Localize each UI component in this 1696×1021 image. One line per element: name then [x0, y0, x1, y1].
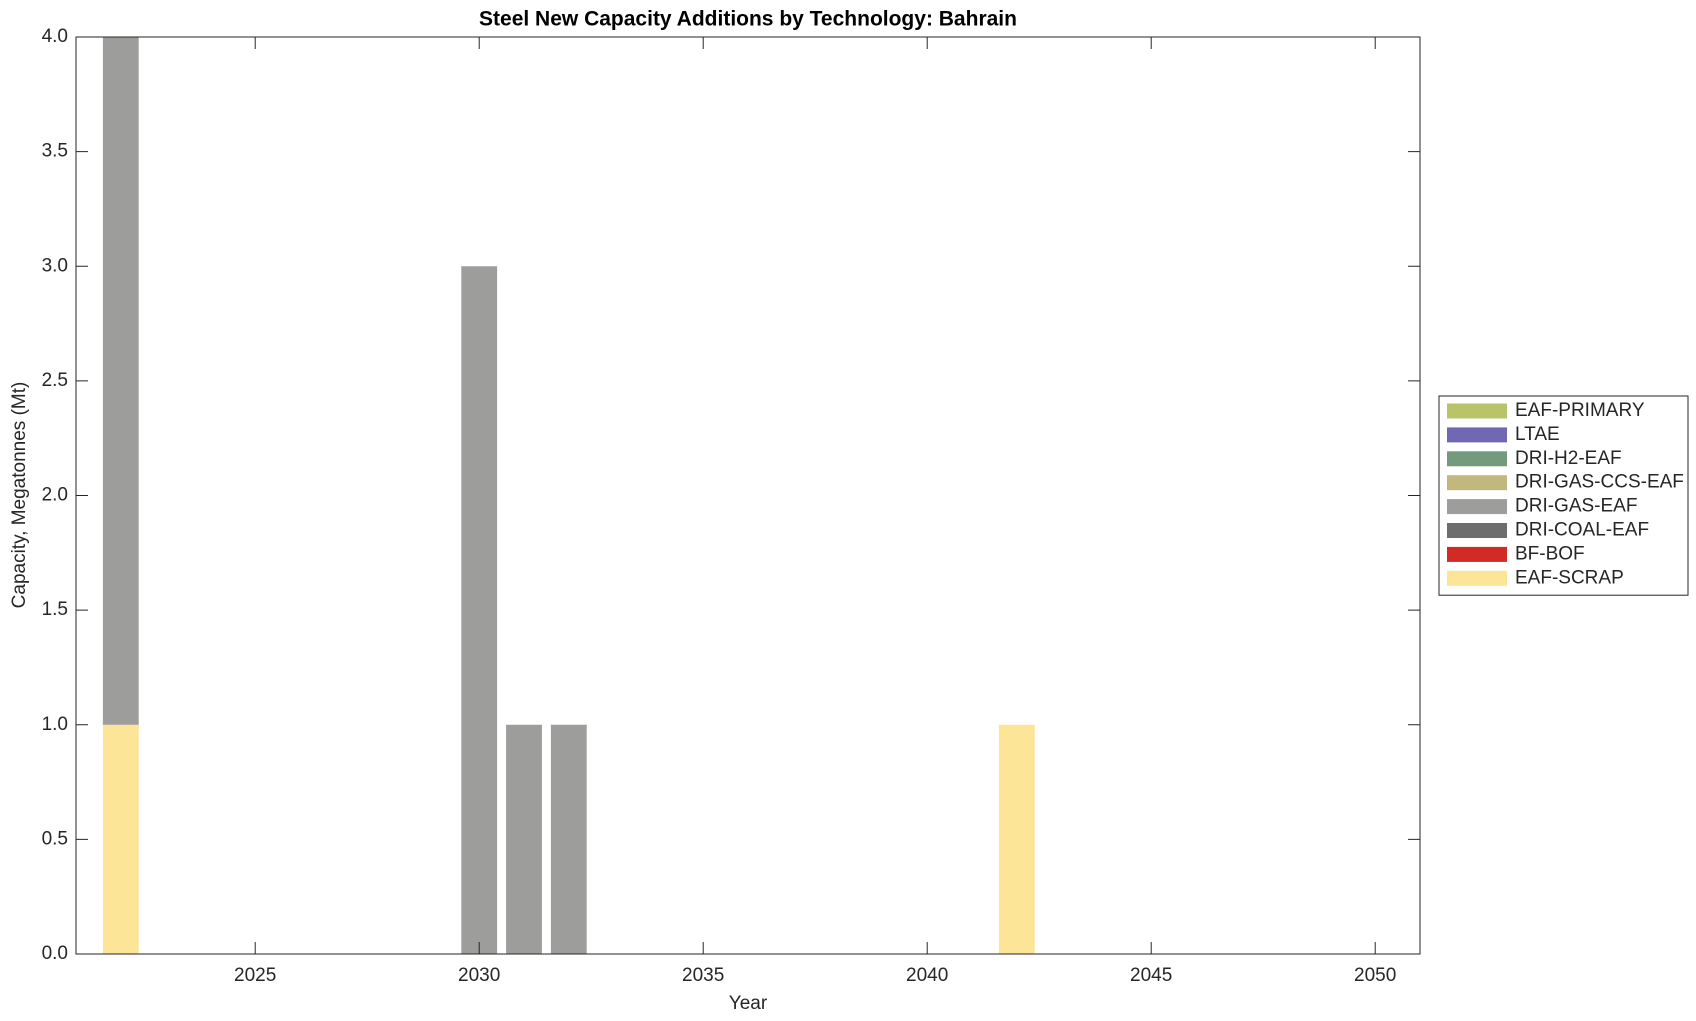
- x-tick-label: 2035: [682, 965, 724, 986]
- y-axis-label: Capacity, Megatonnes (Mt): [9, 382, 30, 609]
- legend-label: DRI-COAL-EAF: [1515, 520, 1649, 541]
- x-tick-label: 2030: [458, 965, 500, 986]
- x-tick-label: 2040: [906, 965, 948, 986]
- bar-segment: [506, 724, 542, 954]
- legend-swatch: [1447, 403, 1507, 419]
- bar-segment: [461, 266, 498, 954]
- legend-swatch: [1447, 451, 1507, 467]
- x-tick-label: 2045: [1130, 965, 1172, 986]
- legend-label: DRI-GAS-CCS-EAF: [1515, 472, 1684, 493]
- y-tick-label: 0.0: [42, 943, 68, 964]
- x-axis-label: Year: [729, 993, 768, 1014]
- legend-swatch: [1447, 427, 1507, 443]
- plot-area: [76, 37, 1420, 954]
- y-tick-label: 1.0: [42, 714, 68, 735]
- y-tick-label: 2.0: [42, 485, 68, 506]
- legend-label: LTAE: [1515, 424, 1560, 445]
- y-tick-label: 1.5: [42, 599, 68, 620]
- bar-segment: [998, 724, 1035, 954]
- y-tick-label: 2.5: [42, 370, 68, 391]
- legend-swatch: [1447, 475, 1507, 491]
- legend-swatch: [1447, 523, 1507, 538]
- legend-label: BF-BOF: [1515, 543, 1585, 564]
- bar-segment: [550, 724, 587, 954]
- legend-swatch: [1447, 546, 1507, 562]
- chart-title: Steel New Capacity Additions by Technolo…: [479, 8, 1017, 31]
- y-tick-label: 0.5: [42, 828, 68, 849]
- y-tick-label: 3.0: [42, 255, 68, 276]
- x-tick-label: 2025: [234, 965, 276, 986]
- legend-swatch: [1447, 499, 1507, 515]
- legend-label: EAF-PRIMARY: [1515, 400, 1645, 421]
- y-tick-label: 3.5: [42, 141, 68, 162]
- legend-label: EAF-SCRAP: [1515, 567, 1624, 588]
- bar-segment: [102, 37, 139, 725]
- y-tick-label: 4.0: [42, 26, 68, 47]
- legend-label: DRI-GAS-EAF: [1515, 496, 1637, 517]
- legend-label: DRI-H2-EAF: [1515, 448, 1622, 469]
- legend-swatch: [1447, 570, 1507, 586]
- x-tick-label: 2050: [1354, 965, 1396, 986]
- bar-segment: [102, 724, 139, 954]
